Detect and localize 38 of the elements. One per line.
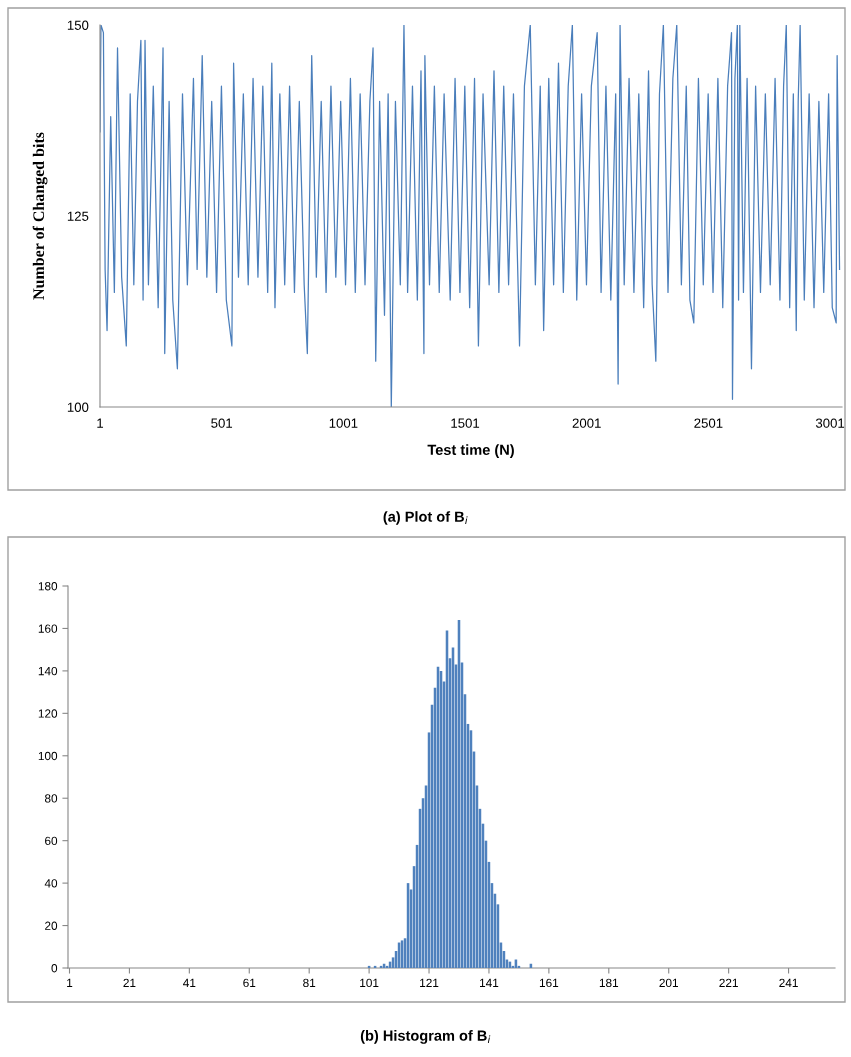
y-tick-label: 60 (45, 836, 58, 846)
x-tick-label: 241 (779, 978, 798, 987)
y-tick-label: 40 (44, 879, 58, 888)
y-axis-title: Number of Changed bits (32, 132, 48, 300)
y-tick-label: 180 (38, 582, 58, 591)
y-tick-label: 20 (45, 921, 58, 930)
x-tick-label: 1501 (451, 418, 480, 428)
y-tick-label: 160 (38, 624, 58, 633)
y-tick-label: 100 (67, 402, 89, 412)
x-tick-label: 61 (243, 978, 256, 988)
x-tick-label: 2501 (694, 418, 723, 428)
x-tick-label: 21 (123, 978, 136, 987)
x-tick-label: 101 (360, 978, 379, 988)
x-tick-label: 121 (420, 978, 439, 987)
y-tick-label: 150 (67, 20, 89, 30)
text: (b) Histogram of B$_{i}$ (360, 1030, 491, 1044)
x-tick-label: 1001 (329, 418, 358, 428)
x-tick-label: 41 (183, 978, 196, 987)
y-tick-label: 140 (38, 666, 58, 676)
x-tick-label: 201 (659, 978, 678, 988)
x-tick-label: 2001 (572, 418, 601, 428)
y-tick-label: 80 (44, 794, 58, 803)
line-series (100, 25, 841, 407)
x-tick-label: 1 (97, 418, 104, 428)
x-tick-label: 221 (719, 978, 738, 987)
x-tick-label: 501 (211, 418, 233, 428)
y-tick-label: 0 (51, 964, 58, 973)
x-tick-label: 141 (480, 978, 499, 987)
x-tick-label: 1 (67, 978, 73, 987)
y-tick-label: 100 (38, 751, 58, 761)
x-tick-label: 81 (303, 978, 316, 988)
x-tick-label: 3001 (815, 418, 845, 428)
x-axis-title: Test time (N) (427, 444, 514, 458)
y-tick-label: 125 (67, 211, 89, 221)
x-tick-label: 161 (539, 978, 559, 988)
x-tick-label: 181 (599, 978, 619, 988)
text: (a) Plot of B$_{i}$ (383, 511, 468, 525)
y-tick-label: 120 (38, 709, 58, 718)
